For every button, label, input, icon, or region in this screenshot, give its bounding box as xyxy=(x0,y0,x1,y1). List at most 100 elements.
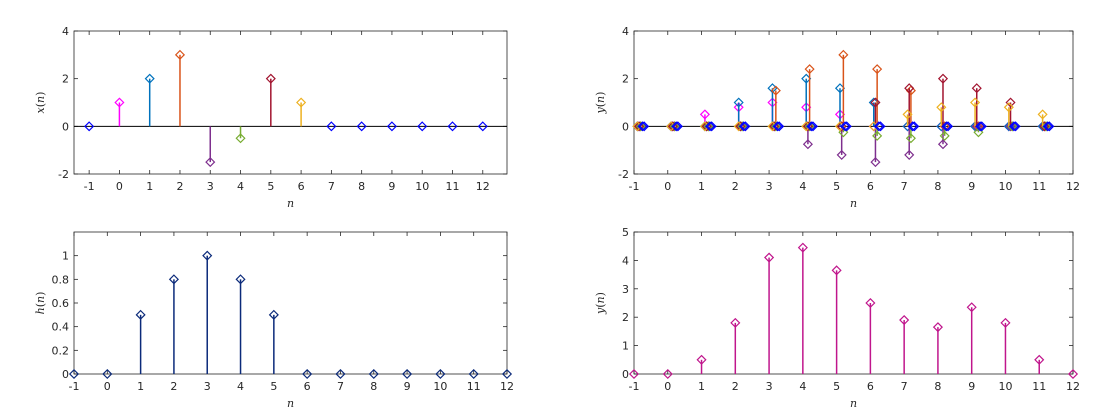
stem-marker xyxy=(804,64,815,75)
stem-marker xyxy=(840,121,851,132)
x-tick-label: 12 xyxy=(500,380,514,393)
x-tick-label: 2 xyxy=(170,380,177,393)
x-tick-label: 11 xyxy=(1032,180,1046,193)
stem-marker xyxy=(772,121,783,132)
x-tick-label: 0 xyxy=(104,380,111,393)
y-axis-label-part: n xyxy=(594,296,607,303)
stem-marker xyxy=(737,121,748,132)
stem-marker xyxy=(468,368,479,380)
stem-marker xyxy=(1042,121,1053,132)
y-axis-label-part: h xyxy=(34,307,47,314)
x-tick-label: 2 xyxy=(732,380,739,393)
y-axis-label: y(n) xyxy=(594,92,607,115)
x-tick-label: -1 xyxy=(629,380,640,393)
x-tick-label: 7 xyxy=(337,380,344,393)
stem-marker xyxy=(662,368,673,380)
stem-marker xyxy=(730,317,741,328)
stem-marker xyxy=(1067,368,1079,380)
x-tick-label: 3 xyxy=(207,180,214,193)
stem-marker xyxy=(477,121,488,132)
y-tick-label: 1 xyxy=(62,250,69,263)
y-tick-label: 0.4 xyxy=(52,321,70,334)
x-tick-label: 0 xyxy=(664,180,671,193)
x-axis-label: n xyxy=(287,197,294,210)
y-axis-label-part: ( xyxy=(594,303,607,307)
stem-marker xyxy=(265,73,276,84)
stem-marker xyxy=(872,130,883,141)
y-axis-label-part: n xyxy=(34,96,47,103)
stem-marker xyxy=(870,157,881,168)
stem-marker xyxy=(764,252,775,263)
stem-marker xyxy=(873,121,884,132)
y-axis-label-part: ( xyxy=(34,103,47,107)
x-tick-label: 4 xyxy=(237,380,244,393)
stem-marker xyxy=(672,121,683,132)
x-tick-label: 11 xyxy=(1032,380,1046,393)
y-tick-label: 2 xyxy=(62,73,69,86)
stem-marker xyxy=(637,121,648,132)
stem-marker xyxy=(973,127,984,138)
stem-marker xyxy=(740,121,751,132)
y-axis-label-part: y xyxy=(594,106,607,114)
stem-marker xyxy=(939,130,950,141)
stem-marker xyxy=(907,121,918,132)
x-tick-label: 9 xyxy=(388,180,395,193)
x-tick-label: 0 xyxy=(116,180,123,193)
stem-marker xyxy=(326,121,337,132)
x-tick-label: 1 xyxy=(146,180,153,193)
x-tick-label: 6 xyxy=(298,180,305,193)
x-tick-label: 0 xyxy=(664,380,671,393)
stem-marker xyxy=(84,121,95,132)
y-tick-label: 0.6 xyxy=(52,297,70,310)
x-tick-label: 7 xyxy=(901,180,908,193)
stem-marker xyxy=(838,127,849,138)
stem-marker xyxy=(628,368,640,380)
x-tick-label: 3 xyxy=(204,380,211,393)
stem-marker xyxy=(733,97,744,108)
x-tick-label: 11 xyxy=(445,180,459,193)
x-tick-label: 5 xyxy=(267,180,274,193)
stem-marker xyxy=(770,121,781,132)
y-axis-label-part: ) xyxy=(34,92,47,96)
stem-marker xyxy=(68,368,80,380)
y-axis-label: x(n) xyxy=(34,92,47,114)
stem-marker xyxy=(205,157,216,168)
x-tick-label: -1 xyxy=(69,380,80,393)
y-axis-label-part: ( xyxy=(34,303,47,307)
y-axis-label-part: n xyxy=(594,96,607,103)
stem-marker xyxy=(296,97,307,108)
x-tick-label: 4 xyxy=(799,380,806,393)
y-tick-label: 0 xyxy=(622,120,629,133)
stem-marker xyxy=(704,121,716,132)
y-axis-label: y(n) xyxy=(594,292,607,315)
y-tick-label: 0 xyxy=(62,120,69,133)
x-tick-label: 5 xyxy=(270,380,277,393)
stem-marker xyxy=(1010,121,1021,132)
x-tick-label: 3 xyxy=(766,380,773,393)
stem-marker xyxy=(966,302,977,313)
x-tick-label: 1 xyxy=(698,380,705,393)
stem-marker xyxy=(402,368,413,380)
x-axis-label: n xyxy=(850,197,857,210)
x-tick-label: 7 xyxy=(901,380,908,393)
y-axis-label-part: x xyxy=(34,106,47,113)
y-axis-label-part: ) xyxy=(594,292,607,296)
x-tick-label: 10 xyxy=(998,180,1012,193)
stem-marker xyxy=(501,368,513,380)
x-tick-label: -1 xyxy=(629,180,640,193)
stem-marker xyxy=(235,274,246,285)
stem-marker xyxy=(909,121,920,132)
x-tick-label: 8 xyxy=(934,180,941,193)
stem-marker xyxy=(703,121,714,132)
stem-marker xyxy=(1044,121,1055,132)
y-tick-label: 2 xyxy=(622,73,629,86)
stem-marker xyxy=(1037,109,1048,120)
stem-marker xyxy=(865,297,876,309)
y-tick-label: 1 xyxy=(622,340,629,353)
y-tick-label: 0 xyxy=(622,368,629,381)
stem-marker xyxy=(905,85,916,96)
x-tick-label: 10 xyxy=(415,180,429,193)
x-tick-label: 2 xyxy=(732,180,739,193)
stem-marker xyxy=(1003,102,1014,113)
